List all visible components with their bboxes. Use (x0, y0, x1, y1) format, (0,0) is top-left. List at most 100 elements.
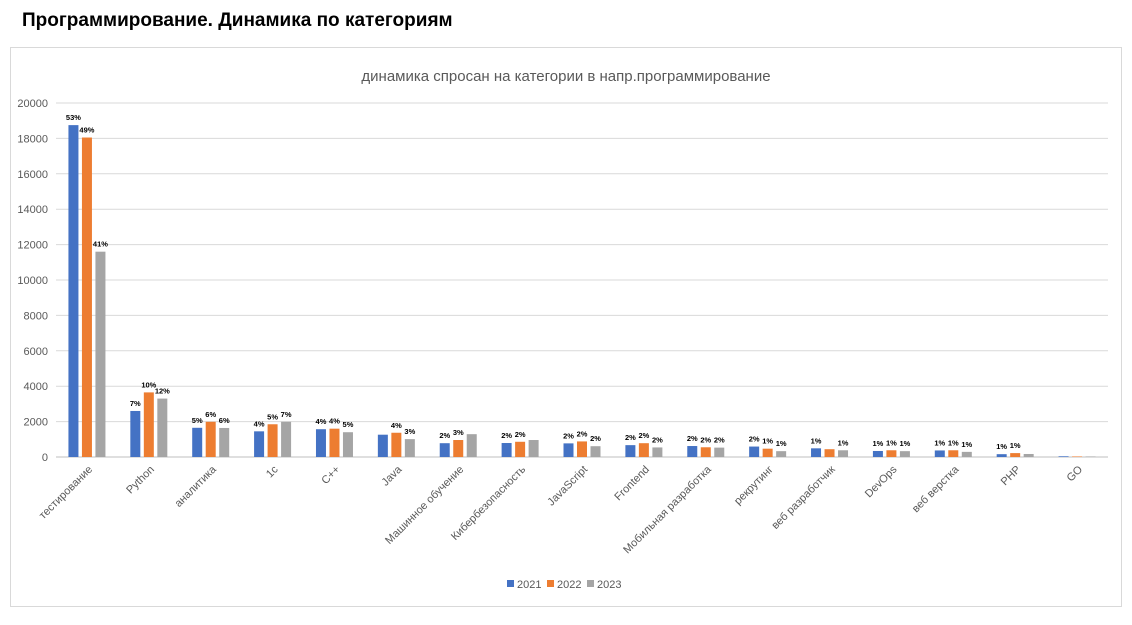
bar (501, 443, 512, 457)
data-label: 2% (687, 434, 698, 443)
bar (157, 398, 168, 457)
bar (515, 441, 526, 457)
data-label: 12% (155, 387, 170, 396)
x-tick-label: тестирование (37, 464, 95, 522)
data-label: 2% (700, 435, 711, 444)
x-axis-ticks: тестирование Python аналитика 1с С++ JavaМаши… (37, 463, 1085, 556)
data-label: 2% (625, 433, 636, 442)
x-tick-label: рекрутинг (732, 464, 776, 508)
y-tick-label: 12000 (17, 240, 48, 252)
bar (315, 429, 326, 457)
y-tick-label: 4000 (24, 381, 48, 393)
data-label: 1% (838, 438, 849, 447)
bar (687, 446, 698, 457)
bar (934, 450, 945, 457)
data-label: 2% (563, 431, 574, 440)
bar (404, 439, 415, 457)
data-label: 2% (749, 435, 760, 444)
x-tick-label: Frontend (612, 464, 652, 504)
bar (838, 450, 849, 457)
y-tick-label: 6000 (24, 346, 48, 358)
data-label: 5% (267, 412, 278, 421)
data-label: 1% (1010, 441, 1021, 450)
bar (776, 451, 787, 457)
bar (1072, 456, 1083, 457)
bar (391, 432, 402, 457)
x-tick-label: аналитика (173, 463, 220, 510)
chart-title: динамика спросан на категории в напр.про… (361, 68, 770, 85)
legend-label: 2021 (517, 579, 541, 591)
bar (886, 450, 897, 457)
x-tick-label: веб разработчик (770, 464, 838, 532)
gridlines (56, 102, 1108, 458)
bar (638, 443, 649, 457)
data-label: 1% (886, 438, 897, 447)
data-label: 10% (141, 380, 156, 389)
bar (143, 392, 154, 457)
bars (68, 125, 1096, 457)
data-label: 1% (762, 437, 773, 446)
bar (95, 251, 106, 457)
data-label: 5% (192, 416, 203, 425)
data-label: 49% (79, 126, 94, 135)
bar (453, 440, 464, 457)
data-label: 4% (254, 419, 265, 428)
data-label: 2% (577, 429, 588, 438)
y-tick-label: 8000 (24, 310, 48, 322)
bar (872, 450, 883, 457)
x-tick-label: GO (1065, 463, 1086, 484)
data-label: 1% (899, 439, 910, 448)
bar (577, 441, 587, 457)
data-label: 2% (590, 434, 601, 443)
bar (961, 451, 972, 457)
bar (625, 445, 636, 457)
data-label: 6% (219, 416, 230, 425)
data-label: 1% (776, 439, 787, 448)
data-label: 4% (329, 417, 340, 426)
y-tick-label: 14000 (17, 204, 48, 216)
bar (652, 447, 663, 457)
data-label: 4% (391, 421, 402, 430)
bar (254, 431, 265, 457)
legend-swatch (587, 580, 594, 587)
bar (1085, 456, 1096, 457)
legend-label: 2023 (597, 579, 621, 591)
data-label: 1% (961, 440, 972, 449)
bar (205, 421, 216, 457)
data-label: 7% (130, 399, 141, 408)
bar (714, 447, 725, 457)
x-tick-label: С++ (319, 464, 342, 487)
legend-label: 2022 (557, 579, 581, 591)
y-tick-label: 16000 (17, 169, 48, 181)
bar (948, 450, 959, 457)
bar (281, 421, 292, 457)
legend-swatch (507, 580, 514, 587)
data-label: 1% (872, 439, 883, 448)
legend-swatch (547, 580, 554, 587)
data-label: 1% (948, 438, 959, 447)
data-label: 2% (515, 430, 526, 439)
bar (824, 449, 835, 457)
data-label: 53% (66, 113, 81, 122)
x-tick-label: Java (380, 463, 406, 489)
y-axis-ticks: 0 2000 4000 6000 8000 10000 12000 14000 16000 180… (17, 98, 48, 464)
bar (192, 427, 203, 457)
page-title: Программирование. Динамика по категориям (22, 10, 453, 31)
data-label: 41% (93, 240, 108, 249)
bar-chart: динамика спросан на категории в напр.про… (17, 68, 1108, 591)
bar (1010, 453, 1021, 457)
bar (749, 446, 760, 457)
chart-area: динамика спросан на категории в напр.про… (10, 47, 1122, 607)
y-tick-label: 18000 (17, 133, 48, 145)
data-label: 7% (281, 410, 292, 419)
bar (81, 137, 92, 457)
data-labels: 53%49%41%7%10%12%5%6%6% 4%5% 7%4% 4% 5% 4%3% 2… (66, 113, 1021, 451)
data-label: 5% (343, 420, 354, 429)
y-tick-label: 2000 (24, 417, 48, 429)
data-label: 3% (453, 428, 464, 437)
x-tick-label: веб верстка (910, 463, 962, 515)
data-label: 4% (316, 417, 327, 426)
bar (899, 451, 910, 457)
x-tick-label: Python (124, 464, 157, 497)
legend: 2021 2022 2023 (507, 579, 621, 591)
